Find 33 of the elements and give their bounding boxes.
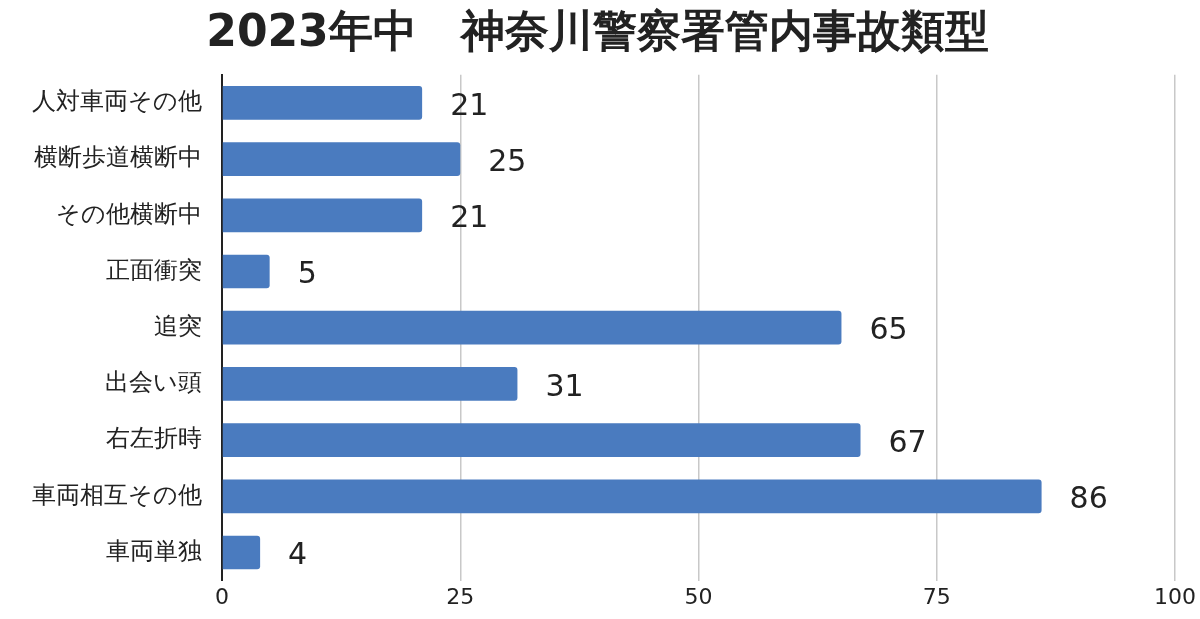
bar	[222, 367, 518, 401]
bar	[222, 535, 261, 570]
bar	[222, 423, 861, 457]
bar	[222, 142, 461, 176]
x-tick-label: 0	[215, 583, 229, 609]
y-tick-label: 追突	[154, 311, 202, 340]
bar	[222, 198, 423, 233]
bar	[222, 310, 842, 345]
data-label: 21	[450, 199, 489, 235]
y-tick-label: 横断歩道横断中	[34, 143, 202, 172]
x-tick-label: 100	[1154, 583, 1196, 609]
chart-title: 2023年中 神奈川警察署管内事故類型	[206, 4, 989, 56]
data-label: 25	[488, 142, 527, 178]
y-tick-label: 正面衝突	[106, 255, 202, 284]
data-label: 5	[297, 255, 317, 291]
x-tick-label: 75	[922, 583, 951, 609]
bar	[222, 254, 270, 289]
y-tick-label: 車両単独	[106, 536, 202, 565]
data-label: 65	[869, 311, 908, 347]
data-label: 86	[1069, 480, 1108, 516]
y-tick-label: その他横断中	[56, 199, 202, 228]
bar	[222, 86, 423, 120]
y-tick-label: 出会い頭	[105, 368, 202, 397]
data-label: 31	[545, 367, 584, 403]
y-tick-label: 人対車両その他	[32, 87, 202, 116]
x-tick-label: 50	[684, 583, 713, 609]
x-tick-label: 25	[446, 583, 475, 609]
y-tick-label: 車両相互その他	[32, 480, 202, 509]
data-label: 4	[288, 536, 308, 572]
data-label: 67	[888, 423, 927, 459]
y-tick-label: 右左折時	[106, 424, 202, 453]
bar	[222, 479, 1042, 514]
data-label: 21	[450, 86, 489, 122]
